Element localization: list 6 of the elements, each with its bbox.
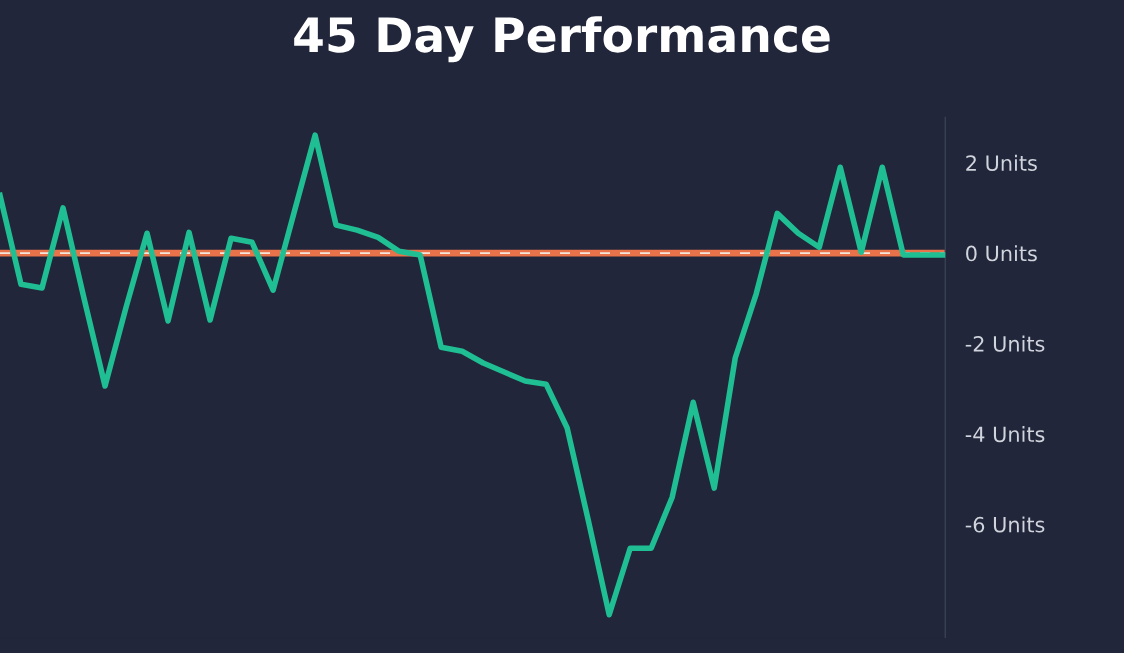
y-tick-label: 2 Units — [966, 154, 1037, 171]
chart-title: 45 Day Performance — [294, 16, 830, 63]
y-tick-label: 0 Units — [966, 245, 1037, 262]
y-tick-label: -4 Units — [965, 426, 1045, 443]
y-tick-label: -2 Units — [965, 335, 1045, 352]
y-tick-label: -6 Units — [965, 516, 1045, 533]
